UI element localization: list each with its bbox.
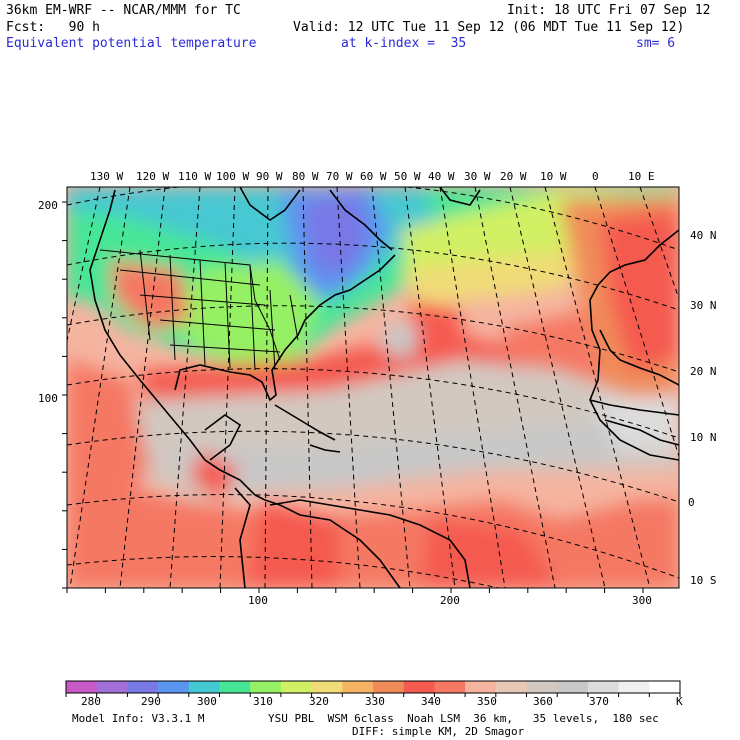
colorbar-label: 320 <box>309 695 329 708</box>
grid-y-label: 100 <box>38 392 58 405</box>
lat-label: 30 N <box>690 299 717 312</box>
level-index: at k-index = 35 <box>341 36 467 51</box>
colorbar-label: 310 <box>253 695 273 708</box>
grid-y-label: 200 <box>38 199 58 212</box>
colorbar-swatch <box>250 681 282 693</box>
colorbar-swatch <box>127 681 159 693</box>
forecast-hour: Fcst: 90 h <box>6 20 100 35</box>
lon-label: 10 W <box>540 170 567 183</box>
colorbar-label: 300 <box>197 695 217 708</box>
lon-label: 80 W <box>292 170 319 183</box>
physics-info: YSU PBL WSM 6class Noah LSM 36 km, 35 le… <box>268 712 659 725</box>
lon-label: 70 W <box>326 170 353 183</box>
colorbar-swatch <box>465 681 497 693</box>
lon-label: 40 W <box>428 170 455 183</box>
colorbar-label: 360 <box>533 695 553 708</box>
lon-label: 30 W <box>464 170 491 183</box>
state-borders <box>99 249 299 371</box>
lat-label: 10 S <box>690 574 717 587</box>
colorbar-swatch <box>280 681 312 693</box>
lon-label: 20 W <box>500 170 527 183</box>
axis-ticks <box>62 201 644 593</box>
colorbar-swatch <box>158 681 190 693</box>
colorbar-label: 350 <box>477 695 497 708</box>
colorbar-swatch <box>96 681 128 693</box>
colorbar-swatch <box>66 681 97 693</box>
colorbar <box>65 680 681 697</box>
colorbar-swatch <box>373 681 404 693</box>
colorbar-swatch <box>403 681 435 693</box>
grid-x-label: 100 <box>248 594 268 607</box>
colorbar-label: 340 <box>421 695 441 708</box>
lon-label: 120 W <box>136 170 170 183</box>
colorbar-swatch <box>342 681 374 693</box>
lat-label: 20 N <box>690 365 717 378</box>
colorbar-swatch <box>188 681 220 693</box>
lon-label: 50 W <box>394 170 421 183</box>
lon-label: 110 W <box>178 170 212 183</box>
colorbar-swatch <box>219 681 251 693</box>
theta-e-field <box>67 187 679 588</box>
graticule <box>67 187 679 588</box>
model-title: 36km EM-WRF -- NCAR/MMM for TC <box>6 3 241 18</box>
model-info: Model Info: V3.3.1 M <box>72 712 205 725</box>
lon-label: 60 W <box>360 170 387 183</box>
colorbar-unit: K <box>676 695 683 708</box>
colorbar-swatch <box>649 681 681 693</box>
field-name: Equivalent potential temperature <box>6 36 257 51</box>
colorbar-swatch <box>557 681 589 693</box>
colorbar-swatch <box>526 681 558 693</box>
colorbar-swatch <box>434 681 466 693</box>
coastlines <box>89 187 679 588</box>
lon-label: 10 E <box>628 170 655 183</box>
map-frame <box>66 186 680 589</box>
lon-label: 130 W <box>90 170 124 183</box>
grid-x-label: 300 <box>632 594 652 607</box>
lat-label: 40 N <box>690 229 717 242</box>
lat-label: 0 <box>688 496 695 509</box>
diffusion-info: DIFF: simple KM, 2D Smagor <box>352 725 525 738</box>
colorbar-label: 280 <box>81 695 101 708</box>
lon-label: 90 W <box>256 170 283 183</box>
lon-label: 0 <box>592 170 599 183</box>
lon-label: 100 W <box>216 170 250 183</box>
colorbar-swatch <box>587 681 619 693</box>
colorbar-swatch <box>495 681 527 693</box>
lat-label: 10 N <box>690 431 717 444</box>
colorbar-swatch <box>618 681 650 693</box>
valid-time: Valid: 12 UTC Tue 11 Sep 12 (06 MDT Tue … <box>293 20 685 35</box>
colorbar-swatch <box>311 681 343 693</box>
colorbar-label: 290 <box>141 695 161 708</box>
colorbar-label: 370 <box>589 695 609 708</box>
init-time: Init: 18 UTC Fri 07 Sep 12 <box>507 3 711 18</box>
smoothing-label: sm= 6 <box>636 36 676 51</box>
colorbar-label: 330 <box>365 695 385 708</box>
grid-x-label: 200 <box>440 594 460 607</box>
